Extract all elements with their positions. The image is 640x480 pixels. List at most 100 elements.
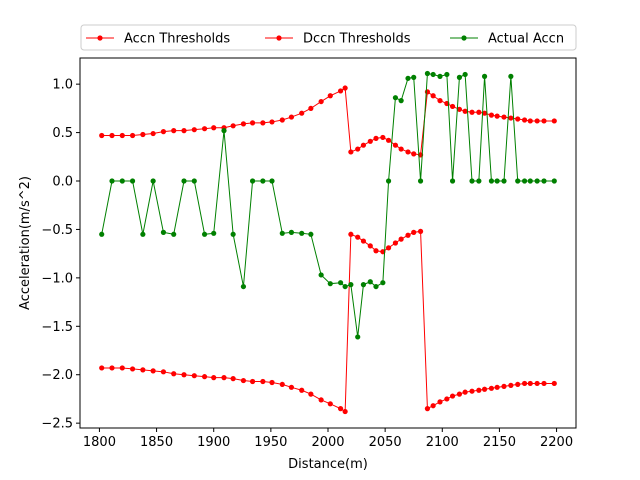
- data-point: [551, 118, 557, 124]
- x-tick-label: 2050: [369, 435, 402, 450]
- data-point: [360, 282, 367, 288]
- series-layer: [99, 70, 557, 415]
- data-point: [462, 71, 468, 78]
- data-point: [288, 114, 295, 120]
- data-point: [249, 378, 256, 385]
- data-point: [367, 243, 373, 249]
- data-point: [211, 230, 217, 236]
- data-point: [481, 386, 488, 392]
- data-point: [456, 74, 463, 80]
- legend-label: Actual Accn: [488, 32, 564, 47]
- data-point: [191, 178, 197, 184]
- series-line: [101, 72, 555, 338]
- data-point: [119, 132, 125, 139]
- data-point: [551, 380, 557, 387]
- data-point: [385, 245, 392, 251]
- data-point: [380, 280, 386, 286]
- data-point: [260, 378, 266, 385]
- data-point: [129, 178, 136, 184]
- data-point: [249, 120, 256, 126]
- data-point: [444, 71, 450, 78]
- data-point: [140, 231, 146, 237]
- data-point: [462, 389, 468, 395]
- y-tick-label: 0.0: [52, 175, 73, 190]
- data-point: [269, 119, 275, 125]
- data-point: [171, 128, 177, 134]
- data-point: [221, 375, 227, 381]
- data-point: [211, 375, 217, 381]
- data-point: [424, 70, 431, 77]
- data-point: [299, 110, 305, 116]
- x-axis-title: Distance(m): [288, 457, 368, 472]
- data-point: [551, 178, 557, 184]
- data-point: [501, 178, 507, 184]
- data-point: [541, 380, 547, 387]
- data-point: [279, 230, 285, 236]
- data-point: [488, 112, 495, 118]
- data-point: [299, 387, 305, 393]
- data-point: [327, 93, 333, 99]
- data-point: [541, 118, 547, 124]
- data-point: [318, 397, 324, 403]
- data-point: [392, 95, 399, 101]
- data-point: [181, 372, 187, 378]
- data-point: [398, 98, 404, 104]
- data-point: [469, 109, 475, 115]
- data-point: [417, 178, 424, 184]
- data-point: [367, 279, 373, 285]
- data-point: [327, 281, 333, 287]
- data-point: [171, 371, 177, 377]
- x-tick-label: 2150: [483, 435, 516, 450]
- data-point: [515, 178, 521, 184]
- x-tick-label: 2000: [311, 435, 344, 450]
- data-point: [521, 117, 528, 123]
- data-point: [534, 118, 540, 124]
- y-axis: −2.5 −2.0 −1.5 −1.0 −0.5 0.0 0.5 1.0: [41, 78, 80, 432]
- data-point: [476, 387, 482, 393]
- data-point: [150, 130, 156, 137]
- data-point: [481, 73, 488, 79]
- data-point: [348, 282, 354, 288]
- data-point: [515, 381, 521, 388]
- data-point: [337, 88, 344, 94]
- data-point: [411, 74, 417, 80]
- data-point: [367, 138, 373, 144]
- data-point: [424, 89, 431, 95]
- data-point: [160, 129, 167, 135]
- data-point: [181, 178, 187, 184]
- y-tick-label: −0.5: [41, 223, 73, 238]
- data-point: [211, 125, 217, 131]
- data-point: [337, 280, 344, 286]
- data-point: [342, 283, 348, 290]
- data-point: [150, 178, 156, 184]
- series-accn-thresholds: [99, 85, 557, 158]
- data-point: [160, 369, 167, 375]
- data-point: [521, 380, 528, 387]
- data-point: [240, 283, 247, 290]
- data-point: [240, 121, 247, 127]
- data-point: [424, 406, 431, 412]
- data-point: [488, 385, 495, 391]
- data-point: [398, 236, 404, 242]
- data-point: [269, 379, 275, 386]
- data-point: [109, 132, 115, 139]
- legend-box: [80, 24, 577, 51]
- data-point: [348, 149, 354, 155]
- data-point: [129, 132, 136, 139]
- data-point: [405, 149, 411, 155]
- data-point: [469, 178, 475, 184]
- data-point: [411, 151, 417, 157]
- data-point: [355, 334, 361, 340]
- data-point: [279, 381, 285, 388]
- series-actual-accn: [99, 70, 557, 340]
- data-point: [456, 106, 463, 112]
- data-point: [288, 229, 295, 235]
- data-point: [437, 399, 443, 405]
- data-point: [481, 110, 488, 116]
- data-point: [501, 114, 507, 120]
- data-point: [373, 283, 379, 290]
- data-point: [279, 117, 285, 123]
- legend-swatch-marker: [461, 35, 467, 41]
